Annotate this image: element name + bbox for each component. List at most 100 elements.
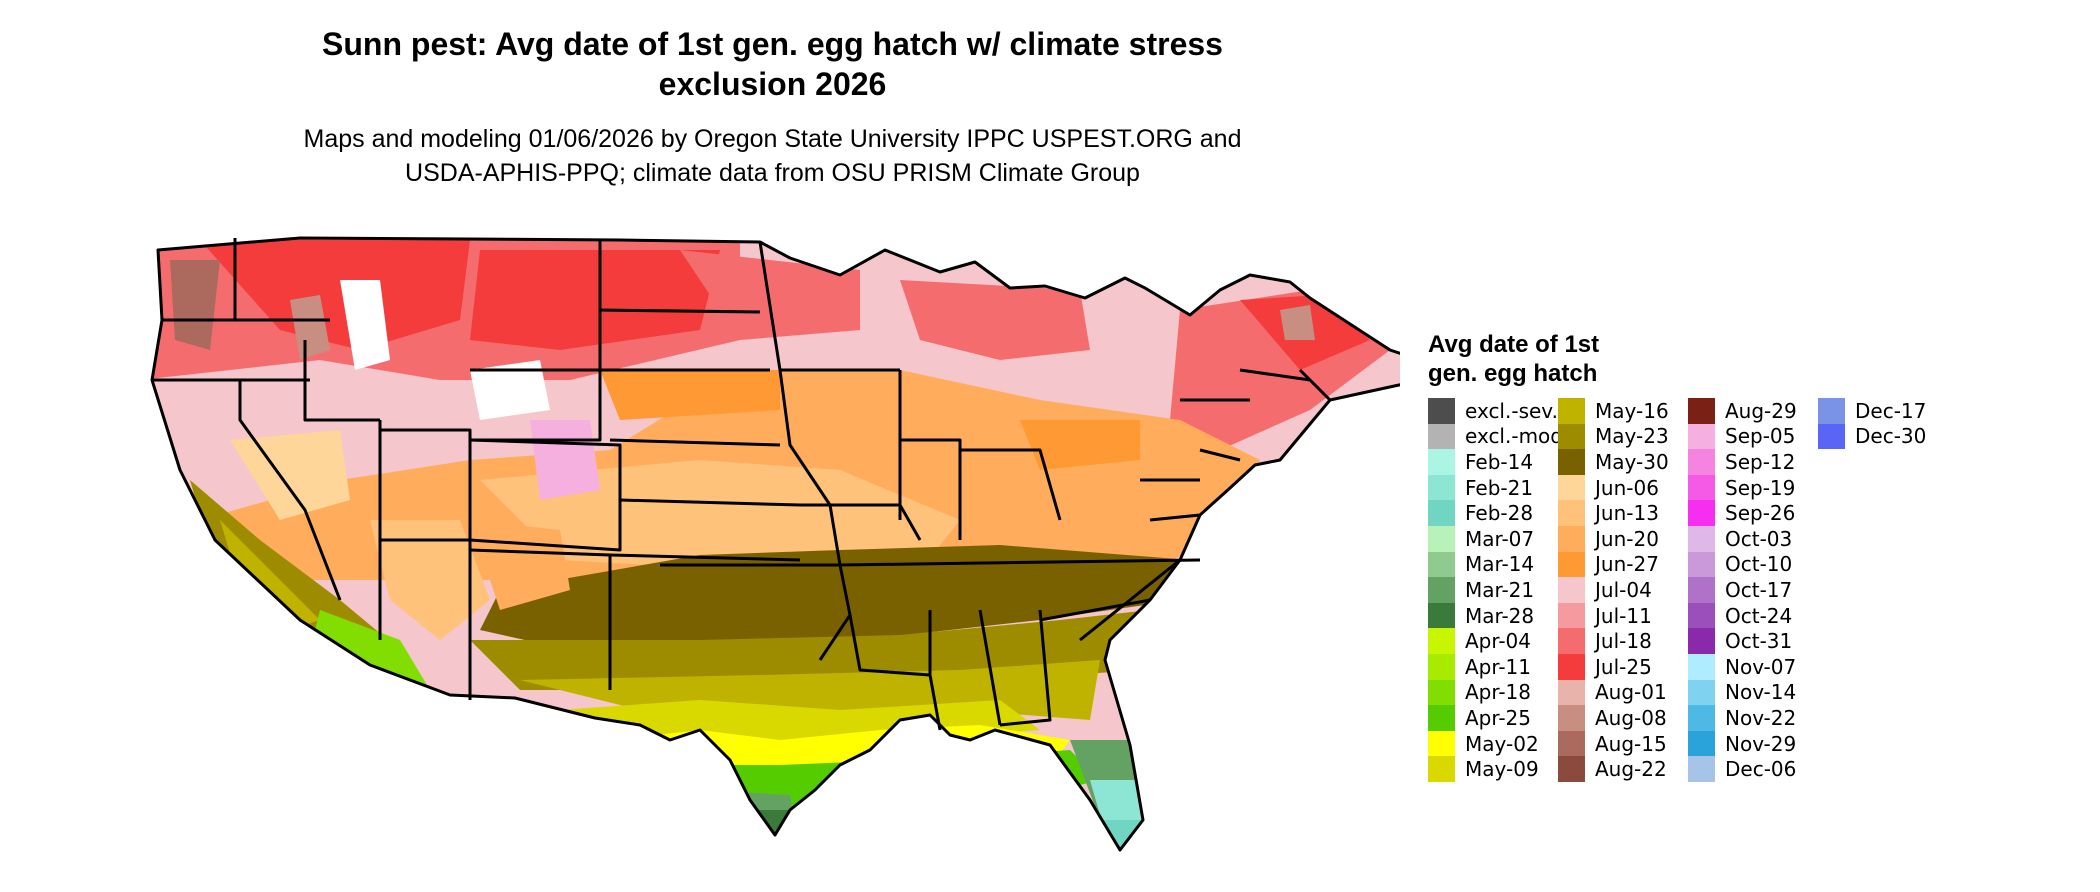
legend-item: Sep-19 bbox=[1688, 474, 1818, 501]
legend-item: Feb-21 bbox=[1428, 474, 1558, 501]
legend-item: Apr-25 bbox=[1428, 705, 1558, 731]
legend-label: May-02 bbox=[1465, 731, 1539, 756]
legend-label: Apr-04 bbox=[1465, 629, 1531, 654]
legend-item: Oct-31 bbox=[1688, 628, 1818, 654]
legend-swatch bbox=[1428, 577, 1455, 603]
legend-swatch bbox=[1688, 679, 1715, 706]
legend-label: excl.-mod. bbox=[1465, 424, 1570, 449]
map-title: Sunn pest: Avg date of 1st gen. egg hatc… bbox=[0, 24, 1545, 104]
legend-item: Mar-07 bbox=[1428, 525, 1558, 552]
legend-item: Apr-18 bbox=[1428, 679, 1558, 706]
legend-label: Nov-22 bbox=[1725, 705, 1797, 730]
legend-item: Apr-11 bbox=[1428, 653, 1558, 680]
legend-label: Aug-29 bbox=[1725, 398, 1797, 423]
us-map-svg bbox=[150, 236, 1400, 852]
legend-swatch bbox=[1688, 730, 1715, 757]
legend-item: Jul-25 bbox=[1558, 653, 1688, 680]
legend-label: Jun-27 bbox=[1595, 552, 1659, 577]
legend-swatch bbox=[1428, 500, 1455, 526]
legend-item: Sep-12 bbox=[1688, 449, 1818, 475]
legend-label: Oct-24 bbox=[1725, 603, 1793, 628]
legend-swatch bbox=[1688, 602, 1715, 629]
legend-item: May-16 bbox=[1558, 398, 1688, 424]
legend-item: Jun-27 bbox=[1558, 551, 1688, 578]
legend-label: Mar-21 bbox=[1465, 577, 1535, 602]
legend-swatch bbox=[1688, 577, 1715, 603]
legend-item: May-09 bbox=[1428, 756, 1558, 782]
legend-item: excl.-mod. bbox=[1428, 423, 1569, 450]
legend-label: May-16 bbox=[1595, 398, 1669, 423]
legend-item: Jul-18 bbox=[1558, 628, 1688, 654]
legend-label: Dec-06 bbox=[1725, 757, 1797, 782]
legend-swatch bbox=[1428, 449, 1455, 475]
legend-swatch bbox=[1428, 398, 1455, 424]
legend-item: Aug-01 bbox=[1558, 679, 1688, 706]
legend-swatch bbox=[1558, 398, 1585, 424]
legend-label: Aug-01 bbox=[1595, 680, 1667, 705]
legend-item: Nov-07 bbox=[1688, 653, 1818, 680]
legend-swatch bbox=[1688, 500, 1715, 526]
legend-item: Feb-14 bbox=[1428, 449, 1558, 475]
legend-columns: excl.-sev. excl.-mod. Feb-14 Feb-21 Feb-28 Ma… bbox=[1428, 398, 1948, 782]
legend-label: Dec-17 bbox=[1855, 398, 1927, 423]
legend-label: Feb-28 bbox=[1465, 501, 1534, 526]
legend-swatch bbox=[1688, 628, 1715, 654]
legend-item: Jun-20 bbox=[1558, 525, 1688, 552]
us-map bbox=[140, 220, 1400, 892]
legend-item: Jul-04 bbox=[1558, 577, 1688, 603]
legend-swatch bbox=[1558, 551, 1585, 578]
legend-swatch bbox=[1558, 730, 1585, 757]
legend-item: Nov-14 bbox=[1688, 679, 1818, 706]
legend-label: Sep-12 bbox=[1725, 449, 1796, 474]
legend-label: Jun-13 bbox=[1595, 501, 1659, 526]
legend-item: Dec-30 bbox=[1818, 423, 1948, 450]
legend-item: May-23 bbox=[1558, 423, 1688, 450]
legend-item: Mar-28 bbox=[1428, 602, 1558, 629]
legend-swatch bbox=[1558, 423, 1585, 450]
legend-swatch bbox=[1558, 628, 1585, 654]
legend-swatch bbox=[1428, 653, 1455, 680]
legend-item: Dec-17 bbox=[1818, 398, 1948, 424]
legend-label: Jun-20 bbox=[1595, 526, 1659, 551]
legend-item: May-02 bbox=[1428, 730, 1558, 757]
legend-label: Aug-08 bbox=[1595, 705, 1667, 730]
legend-label: Nov-07 bbox=[1725, 654, 1797, 679]
legend-swatch bbox=[1428, 628, 1455, 654]
legend-swatch bbox=[1558, 577, 1585, 603]
legend-label: Nov-14 bbox=[1725, 680, 1797, 705]
map-subtitle-line-2: USDA-APHIS-PPQ; climate data from OSU PR… bbox=[405, 159, 1140, 187]
legend-swatch bbox=[1428, 705, 1455, 731]
legend-label: Feb-21 bbox=[1465, 475, 1534, 500]
legend-label: Jul-04 bbox=[1595, 577, 1652, 602]
legend-label: May-09 bbox=[1465, 757, 1539, 782]
legend-label: Apr-25 bbox=[1465, 705, 1531, 730]
legend-label: Jun-06 bbox=[1595, 475, 1659, 500]
legend-item: excl.-sev. bbox=[1428, 398, 1558, 424]
legend-title: Avg date of 1st gen. egg hatch bbox=[1428, 330, 1948, 388]
map-subtitle-line-1: Maps and modeling 01/06/2026 by Oregon S… bbox=[303, 125, 1242, 153]
legend-swatch bbox=[1558, 525, 1585, 552]
map-title-line-1: Sunn pest: Avg date of 1st gen. egg hatc… bbox=[322, 26, 1223, 62]
state-borders bbox=[150, 236, 1400, 852]
legend-label: Apr-18 bbox=[1465, 680, 1531, 705]
legend: Avg date of 1st gen. egg hatch excl.-sev… bbox=[1428, 330, 1948, 782]
legend-swatch bbox=[1558, 679, 1585, 706]
legend-swatch bbox=[1558, 653, 1585, 680]
legend-swatch bbox=[1818, 423, 1845, 450]
legend-column: Dec-17 Dec-30 bbox=[1818, 398, 1948, 782]
legend-swatch bbox=[1688, 551, 1715, 578]
legend-item: Aug-29 bbox=[1688, 398, 1818, 424]
legend-label: Oct-31 bbox=[1725, 629, 1793, 654]
legend-swatch bbox=[1558, 602, 1585, 629]
legend-label: May-30 bbox=[1595, 449, 1669, 474]
legend-item: Oct-10 bbox=[1688, 551, 1818, 578]
legend-column: May-16 May-23 May-30 Jun-06 Jun-13 Jun-20 Jun-… bbox=[1558, 398, 1688, 782]
legend-swatch bbox=[1428, 756, 1455, 782]
legend-label: Jul-11 bbox=[1595, 603, 1652, 628]
legend-item: Aug-15 bbox=[1558, 730, 1688, 757]
legend-label: Nov-29 bbox=[1725, 731, 1797, 756]
legend-label: Mar-07 bbox=[1465, 526, 1535, 551]
legend-swatch bbox=[1688, 398, 1715, 424]
legend-label: Oct-17 bbox=[1725, 577, 1793, 602]
legend-title-line-2: gen. egg hatch bbox=[1428, 360, 1598, 387]
